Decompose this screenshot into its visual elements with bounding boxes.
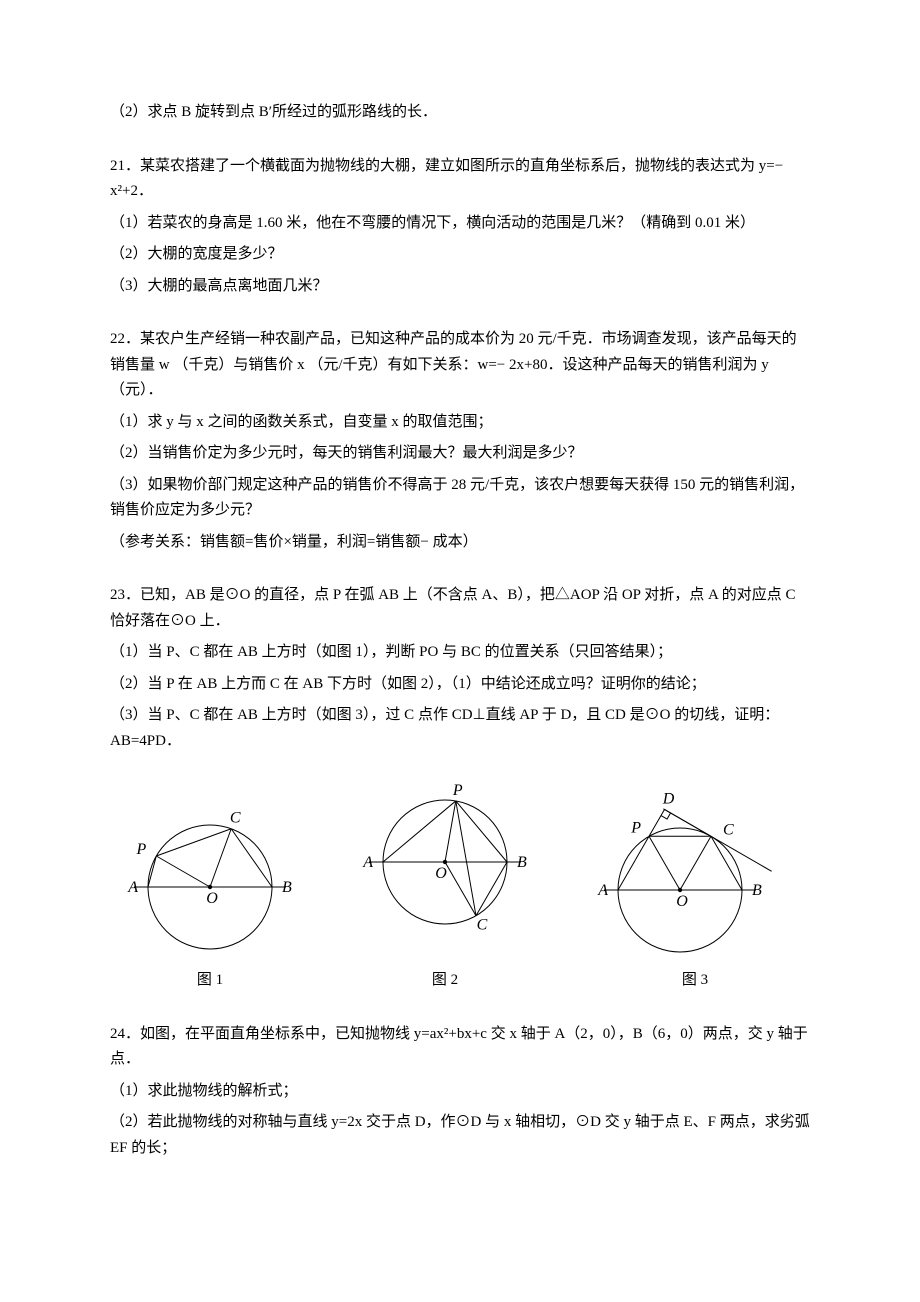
svg-text:P: P — [136, 841, 147, 858]
q21-intro: 21．某菜农搭建了一个横截面为抛物线的大棚，建立如图所示的直角坐标系后，抛物线的… — [110, 154, 810, 205]
svg-text:C: C — [723, 821, 734, 838]
q22-ref: （参考关系：销售额=售价×销量，利润=销售额− 成本） — [110, 530, 810, 556]
svg-text:C: C — [477, 917, 488, 934]
q23-part1: （1）当 P、C 都在 AB 上方时（如图 1），判断 PO 与 BC 的位置关… — [110, 640, 810, 666]
figure-3-label: 图 3 — [580, 968, 810, 994]
svg-text:O: O — [676, 893, 688, 910]
q22-part3: （3）如果物价部门规定这种产品的销售价不得高于 28 元/千克，该农户想要每天获… — [110, 473, 810, 524]
q21-part2: （2）大棚的宽度是多少？ — [110, 242, 810, 268]
q20-part2: （2）求点 B 旋转到点 B′所经过的弧形路线的长． — [110, 100, 810, 126]
q23-part2: （2）当 P 在 AB 上方而 C 在 AB 下方时（如图 2），（1）中结论还… — [110, 672, 810, 698]
q24-part1: （1）求此抛物线的解析式； — [110, 1079, 810, 1105]
q21-part3: （3）大棚的最高点离地面几米？ — [110, 274, 810, 300]
svg-text:P: P — [630, 819, 641, 836]
svg-text:C: C — [230, 810, 241, 827]
q23-intro: 23．已知，AB 是⊙O 的直径，点 P 在弧 AB 上（不含点 A、B），把△… — [110, 583, 810, 634]
svg-text:B: B — [752, 882, 762, 899]
figure-1: A B O P C 图 1 — [110, 792, 310, 994]
q23-figures: A B O P C 图 1 A B O P C 图 2 A B O P C D 图 3 — [110, 772, 810, 994]
svg-text:P: P — [452, 782, 463, 799]
svg-text:A: A — [127, 879, 138, 896]
q22-part2: （2）当销售价定为多少元时，每天的销售利润最大？最大利润是多少？ — [110, 441, 810, 467]
svg-text:D: D — [662, 790, 675, 807]
figure-1-label: 图 1 — [110, 968, 310, 994]
figure-3: A B O P C D 图 3 — [580, 772, 810, 994]
q21-part1: （1）若菜农的身高是 1.60 米，他在不弯腰的情况下，横向活动的范围是几米？（… — [110, 211, 810, 237]
figure-2-label: 图 2 — [345, 968, 545, 994]
q24-intro: 24．如图，在平面直角坐标系中，已知抛物线 y=ax²+bx+c 交 x 轴于 … — [110, 1022, 810, 1073]
svg-text:O: O — [206, 890, 218, 907]
q22-part1: （1）求 y 与 x 之间的函数关系式，自变量 x 的取值范围； — [110, 410, 810, 436]
svg-text:A: A — [597, 882, 608, 899]
q23-part3: （3）当 P、C 都在 AB 上方时（如图 3），过 C 点作 CD⊥直线 AP… — [110, 703, 810, 754]
svg-text:O: O — [435, 865, 447, 882]
svg-text:B: B — [517, 854, 527, 871]
figure-2: A B O P C 图 2 — [345, 772, 545, 994]
svg-text:B: B — [282, 879, 292, 896]
q24-part2: （2）若此抛物线的对称轴与直线 y=2x 交于点 D，作⊙D 与 x 轴相切，⊙… — [110, 1110, 810, 1161]
svg-text:A: A — [362, 854, 373, 871]
q22-intro: 22．某农户生产经销一种农副产品，已知这种产品的成本价为 20 元/千克．市场调… — [110, 327, 810, 404]
